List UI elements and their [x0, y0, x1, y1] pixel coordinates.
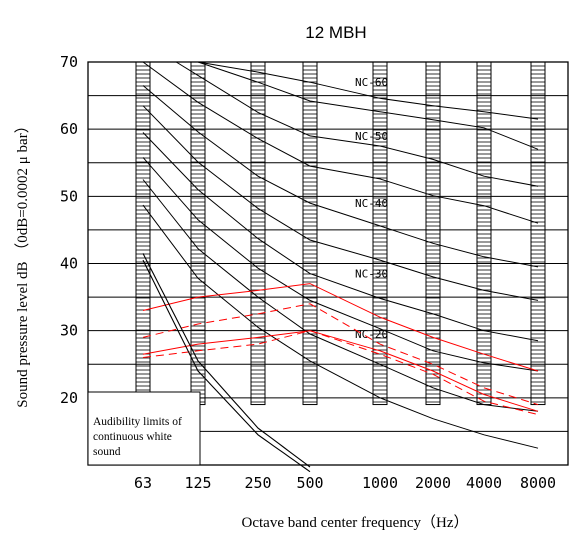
y-axis-label: Sound pressure level dB （0dB=0.0002 μ ba… [14, 118, 31, 407]
audibility-note-box [87, 391, 201, 466]
chart-title: 12 MBH [305, 23, 366, 42]
audibility-note-line: continuous white [93, 431, 172, 443]
measured-line [142, 330, 539, 416]
y-tick-label: 30 [60, 322, 78, 340]
y-tick-label: 70 [60, 53, 78, 71]
nc-label: NC-40 [355, 197, 388, 210]
band-column [372, 61, 388, 406]
nc-curve [142, 179, 539, 412]
x-tick-label: 1000 [362, 474, 398, 492]
audibility-curve [142, 253, 311, 468]
audibility-note-line: Audibility limits of [93, 416, 182, 428]
x-tick-label: 250 [244, 474, 271, 492]
nc-curve [197, 61, 539, 120]
y-tick-label: 40 [60, 255, 78, 273]
x-tick-label: 2000 [415, 474, 451, 492]
nc-label: NC-50 [355, 130, 388, 143]
nc-curve [197, 61, 539, 150]
x-tick-label: 8000 [520, 474, 556, 492]
audibility-curve [142, 259, 311, 473]
nc-curve [142, 105, 539, 301]
measured-line [142, 330, 539, 412]
x-tick-label: 500 [296, 474, 323, 492]
nc-label: NC-20 [355, 328, 388, 341]
nc-curve [142, 132, 539, 342]
nc-curve [142, 157, 539, 372]
x-axis-label: Octave band center frequency（Hz） [242, 514, 469, 531]
y-tick-label: 20 [60, 389, 78, 407]
nc-label: NC-60 [355, 76, 388, 89]
nc-label: NC-30 [355, 268, 388, 281]
nc-curve [142, 85, 539, 268]
nc-curve [142, 61, 539, 224]
y-tick-label: 60 [60, 120, 78, 138]
nc-curve [142, 204, 539, 449]
nc-curve [175, 61, 539, 187]
measured-line [142, 283, 539, 372]
y-tick-label: 50 [60, 187, 78, 205]
x-tick-label: 4000 [466, 474, 502, 492]
band-column [425, 61, 441, 406]
x-tick-label: 125 [184, 474, 211, 492]
x-tick-label: 63 [134, 474, 152, 492]
audibility-note-line: sound [93, 446, 121, 458]
measured-line [142, 303, 539, 406]
band-column [302, 61, 318, 406]
